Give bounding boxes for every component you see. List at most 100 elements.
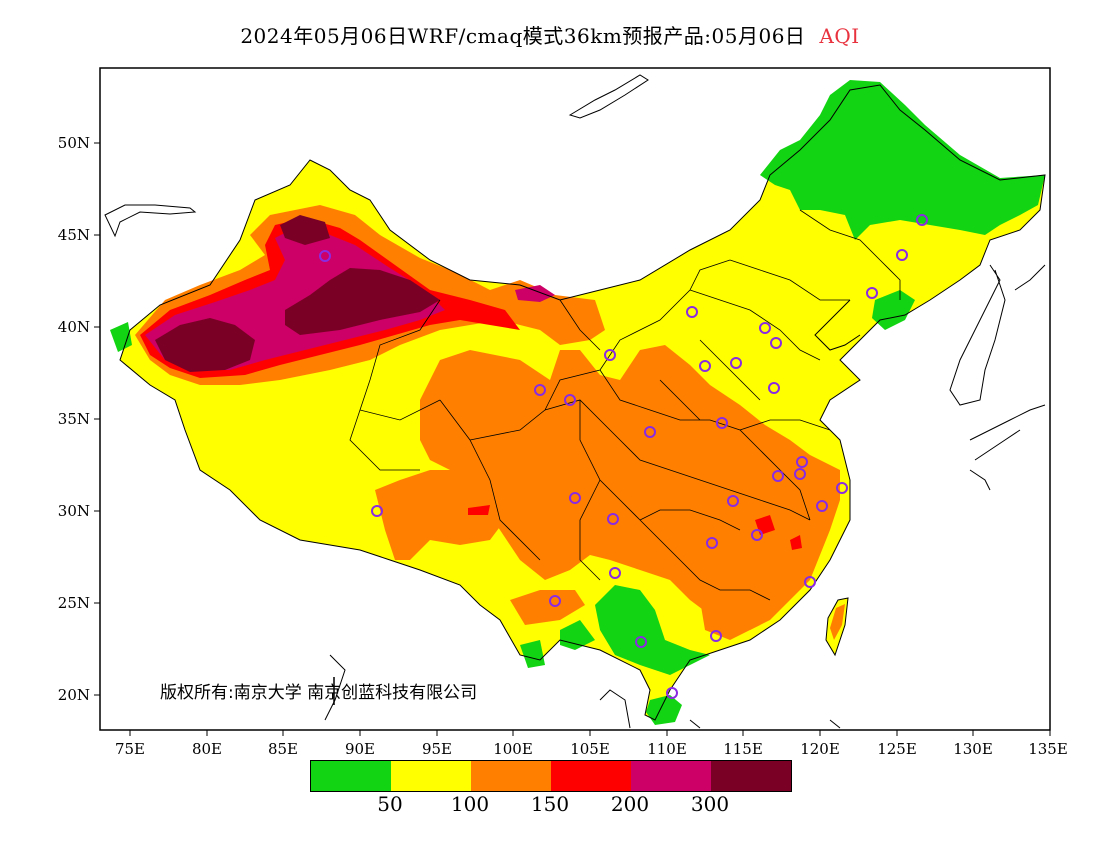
borders bbox=[119, 84, 1046, 721]
aqi-zone-good-hainan bbox=[646, 695, 682, 725]
lake-balkhash bbox=[104, 204, 197, 238]
station-marker bbox=[896, 249, 908, 261]
legend-labels: 50 100 150 200 300 bbox=[310, 792, 790, 818]
station-marker bbox=[534, 384, 546, 396]
legend-swatch bbox=[631, 761, 711, 791]
coastlines bbox=[104, 74, 1046, 729]
legend-swatch bbox=[311, 761, 391, 791]
lon-tick-label: 85E bbox=[268, 740, 298, 758]
lat-tick-label: 20N bbox=[58, 686, 90, 704]
lon-tick-label: 115E bbox=[723, 740, 763, 758]
copyright-text: 版权所有:南京大学 南京创蓝科技有限公司 bbox=[160, 683, 478, 703]
aqi-zone-unhealthy-tibet bbox=[468, 505, 490, 515]
color-legend bbox=[310, 760, 792, 792]
lat-tick-label: 40N bbox=[58, 318, 90, 336]
lat-tick-label: 25N bbox=[58, 594, 90, 612]
station-marker bbox=[706, 537, 718, 549]
legend-swatch bbox=[391, 761, 471, 791]
lon-tick-label: 125E bbox=[877, 740, 917, 758]
station-marker bbox=[866, 287, 878, 299]
legend-label: 50 bbox=[377, 792, 403, 816]
lon-tick-label: 95E bbox=[422, 740, 452, 758]
aqi-zone-good-south bbox=[595, 585, 710, 675]
province-lines bbox=[349, 209, 901, 601]
legend-swatch bbox=[711, 761, 791, 791]
legend-label: 300 bbox=[690, 792, 730, 816]
station-marker bbox=[604, 349, 616, 361]
station-marker bbox=[768, 382, 780, 394]
aqi-zone-sensitive-taiwan bbox=[830, 604, 845, 640]
aqi-zone-good-liaodong bbox=[872, 290, 915, 330]
station-marker bbox=[644, 426, 656, 438]
station-marker bbox=[816, 500, 828, 512]
aqi-zone-sensitive-tibet bbox=[375, 470, 505, 560]
lon-tick-label: 130E bbox=[953, 740, 993, 758]
lon-tick-label: 110E bbox=[647, 740, 687, 758]
aqi-field bbox=[110, 80, 1045, 725]
lon-tick-label: 90E bbox=[345, 740, 375, 758]
station-marker bbox=[716, 417, 728, 429]
station-markers bbox=[319, 214, 928, 699]
station-marker bbox=[759, 322, 771, 334]
station-marker bbox=[666, 687, 678, 699]
aqi-zone-sensitive-yunnan bbox=[510, 590, 585, 625]
lon-tick-label: 105E bbox=[570, 740, 610, 758]
station-marker bbox=[916, 214, 928, 226]
legend-label: 200 bbox=[610, 792, 650, 816]
aqi-zone-unhealthy-east bbox=[790, 535, 802, 550]
station-marker bbox=[730, 357, 742, 369]
map-title: 2024年05月06日WRF/cmaq模式36km预报产品:05月06日 AQI bbox=[0, 20, 1100, 49]
station-marker bbox=[836, 482, 848, 494]
national-border bbox=[119, 84, 1046, 721]
aqi-zone-sensitive-guangdong bbox=[700, 565, 780, 640]
station-marker bbox=[371, 505, 383, 517]
lat-axis: 50N 45N 40N 35N 30N 25N 20N bbox=[58, 134, 100, 704]
station-marker bbox=[686, 306, 698, 318]
aqi-zone-hazardous-east bbox=[285, 268, 440, 335]
aqi-zone-good-yunnan-south bbox=[520, 640, 545, 668]
aqi-zone-good-northeast bbox=[760, 80, 1045, 240]
lon-tick-label: 80E bbox=[192, 740, 222, 758]
aqi-zone-hazardous-junggar bbox=[280, 215, 330, 245]
lon-tick-label: 120E bbox=[800, 740, 840, 758]
station-marker bbox=[564, 394, 576, 406]
station-marker bbox=[796, 456, 808, 468]
legend-swatch bbox=[551, 761, 631, 791]
aqi-zone-hazardous-tarim bbox=[155, 318, 255, 372]
station-marker bbox=[549, 595, 561, 607]
lat-tick-label: 35N bbox=[58, 410, 90, 428]
bohai-coast bbox=[814, 299, 861, 351]
korea-outline bbox=[949, 264, 1006, 406]
station-marker bbox=[607, 513, 619, 525]
southeast-asia-coast bbox=[324, 654, 841, 729]
station-marker bbox=[804, 576, 816, 588]
station-marker bbox=[635, 636, 647, 648]
legend-swatch bbox=[471, 761, 551, 791]
station-marker bbox=[794, 468, 806, 480]
lat-tick-label: 30N bbox=[58, 502, 90, 520]
japan-outline bbox=[969, 264, 1046, 491]
station-marker bbox=[772, 470, 784, 482]
aqi-zone-sensitive-central bbox=[420, 345, 840, 630]
station-marker bbox=[751, 529, 763, 541]
lon-tick-label: 135E bbox=[1028, 740, 1068, 758]
station-marker bbox=[727, 495, 739, 507]
legend-label: 150 bbox=[530, 792, 570, 816]
station-marker bbox=[609, 567, 621, 579]
legend-label: 100 bbox=[450, 792, 490, 816]
title-variable: AQI bbox=[819, 24, 860, 48]
lat-tick-label: 45N bbox=[58, 226, 90, 244]
station-marker bbox=[569, 492, 581, 504]
lon-tick-label: 75E bbox=[115, 740, 145, 758]
aqi-zone-very-unhealthy-gansu bbox=[515, 285, 555, 302]
station-marker bbox=[710, 630, 722, 642]
lat-tick-label: 50N bbox=[58, 134, 90, 152]
station-marker bbox=[770, 337, 782, 349]
russia-lake bbox=[568, 74, 649, 119]
station-marker bbox=[319, 250, 331, 262]
title-main: 2024年05月06日WRF/cmaq模式36km预报产品:05月06日 bbox=[240, 24, 806, 48]
lon-axis: 75E 80E 85E 90E 95E 100E 105E 110E 115E … bbox=[115, 730, 1068, 758]
lon-tick-label: 100E bbox=[493, 740, 533, 758]
station-marker bbox=[699, 360, 711, 372]
